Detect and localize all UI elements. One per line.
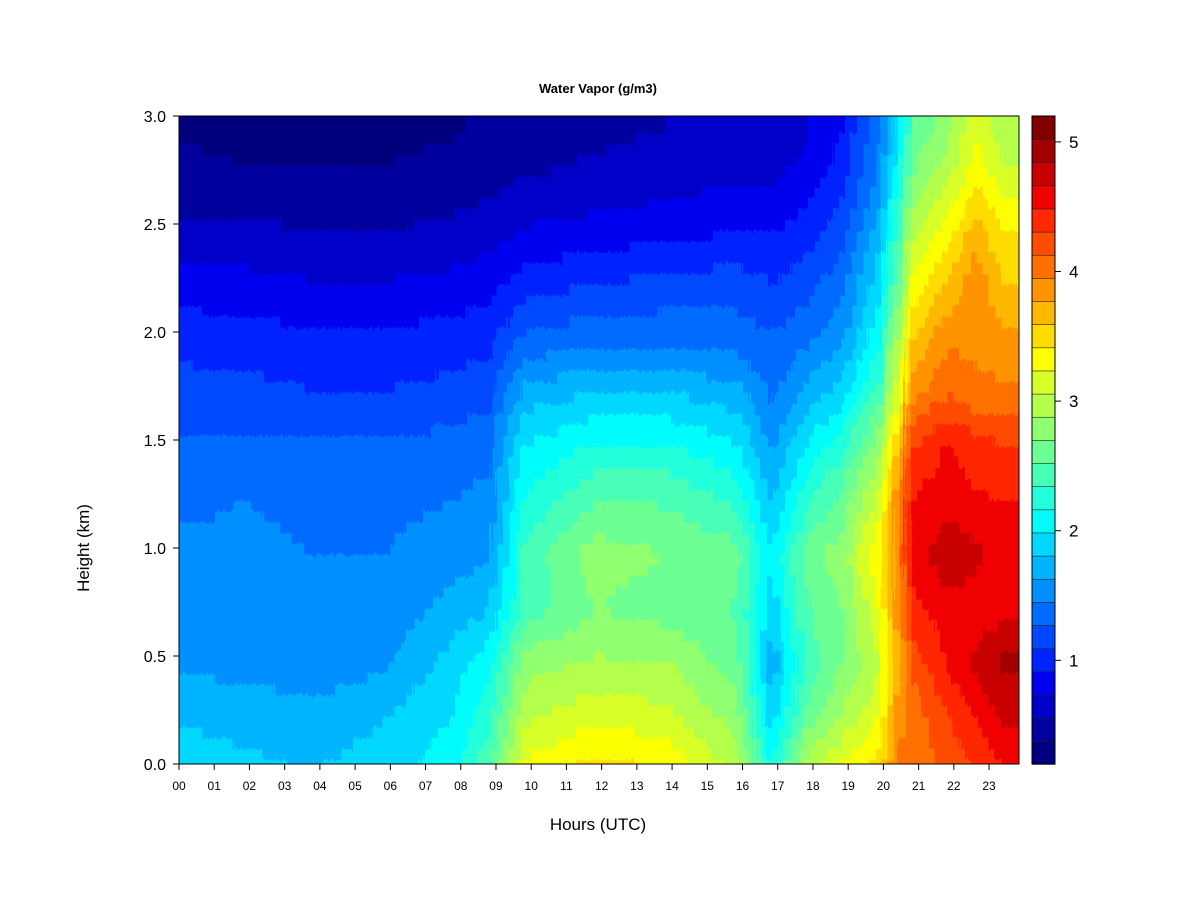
chart-title: Water Vapor (g/m3)	[539, 81, 657, 96]
heatmap-plot-area	[179, 116, 1019, 764]
